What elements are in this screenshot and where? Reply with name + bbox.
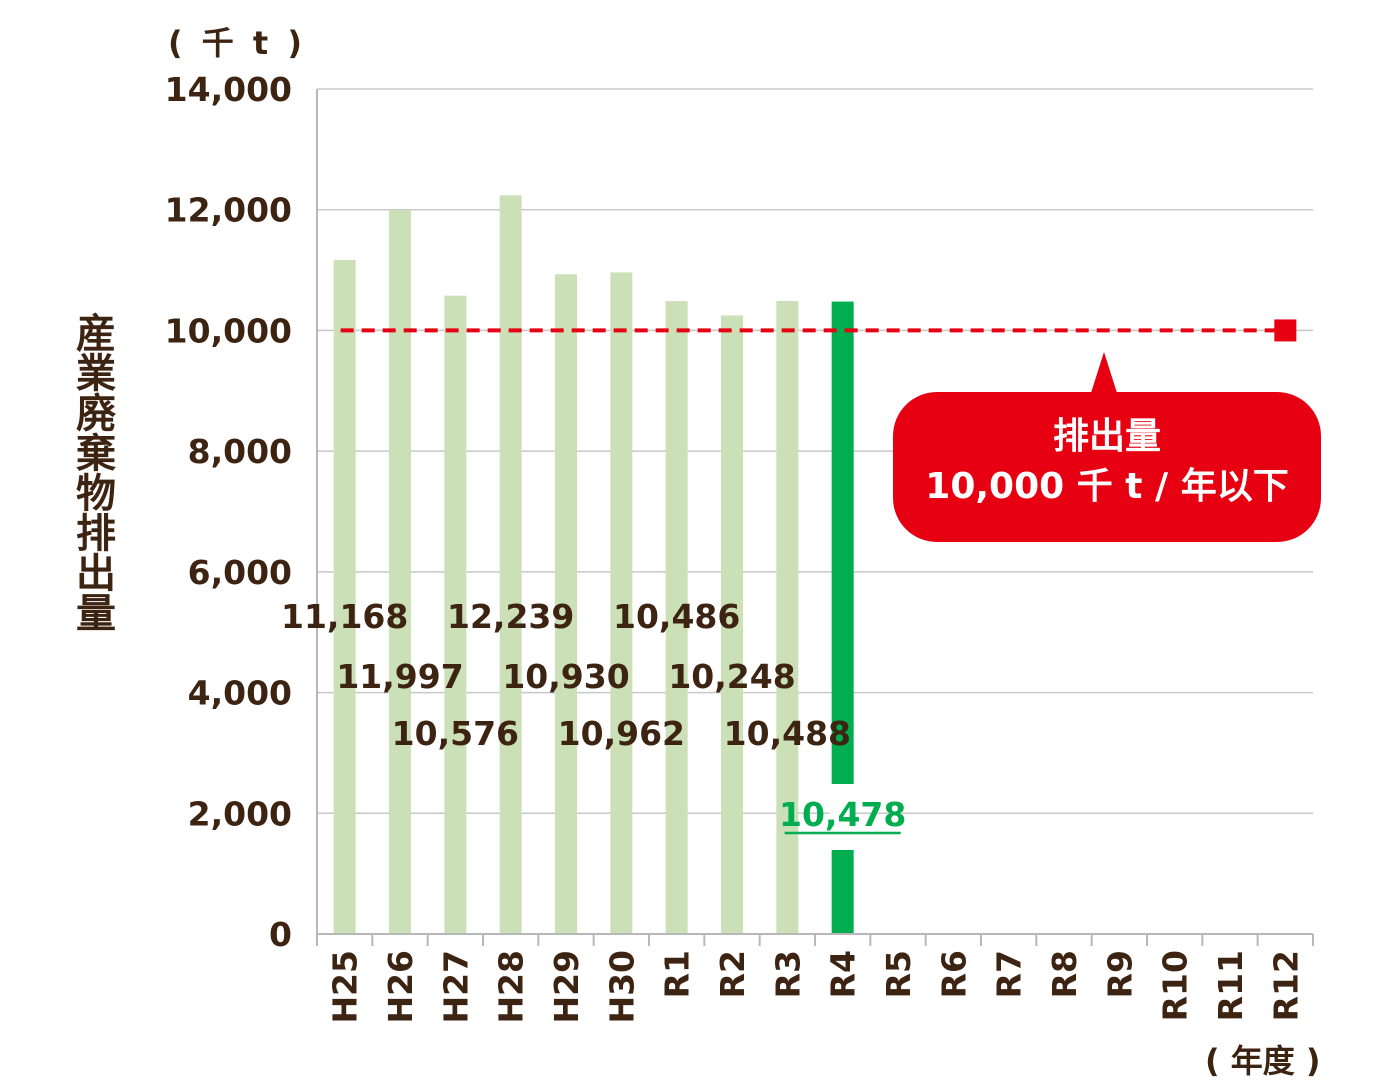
bar [444, 295, 467, 935]
target-callout: 排出量 10,000 千 t / 年以下 [893, 392, 1321, 542]
x-tick-label: R3 [768, 950, 807, 998]
x-tick-label: R12 [1266, 950, 1305, 1021]
x-unit-label: ( 年度 ) [1205, 1042, 1321, 1080]
y-tick-label: 8,000 [188, 432, 292, 471]
data-label: 10,248 [668, 657, 795, 696]
y-tick-label: 10,000 [165, 311, 292, 350]
bar [499, 195, 522, 934]
bar [389, 209, 411, 934]
x-tick-label: H26 [381, 950, 420, 1024]
x-axis [316, 89, 1314, 946]
bar [831, 301, 854, 934]
x-tick-label: R4 [824, 950, 863, 998]
data-label: 10,488 [724, 714, 851, 753]
y-tick-label: 2,000 [188, 794, 292, 833]
bar [721, 315, 743, 935]
x-tick-label: R7 [990, 950, 1029, 998]
bars [333, 195, 856, 935]
x-tick-label: R6 [934, 950, 973, 998]
bar [610, 272, 633, 934]
target-marker [1274, 319, 1297, 342]
x-tick-label: R2 [713, 950, 752, 998]
y-tick-labels: 0 2,000 4,000 6,000 8,000 10,000 12,000 14,000 [165, 70, 292, 954]
data-label: 10,478 [779, 795, 906, 834]
y-tick-label: 6,000 [188, 553, 292, 592]
x-tick-label: R10 [1156, 950, 1195, 1021]
bar-label-gap [829, 784, 856, 850]
bar [665, 301, 688, 935]
x-tick-label: R5 [879, 950, 918, 998]
x-tick-label: H28 [492, 950, 531, 1024]
x-tick-label: R1 [658, 950, 697, 998]
y-tick-label: 14,000 [165, 70, 292, 109]
y-axis-label: 産業廃棄物排出量 [69, 312, 115, 632]
x-tick-label: R11 [1211, 950, 1250, 1021]
bar [333, 259, 356, 935]
y-unit-label: ( 千 t ) [168, 24, 306, 62]
bar [776, 300, 799, 935]
y-tick-label: 0 [269, 915, 292, 954]
x-tick-label: H27 [436, 950, 475, 1024]
value-labels: 11,168 11,997 10,576 12,239 10,930 10,962 10,4… [281, 597, 906, 835]
target-callout-line1: 排出量 [1052, 416, 1161, 457]
data-label: 10,930 [502, 657, 629, 696]
data-label: 11,168 [281, 597, 408, 636]
data-label: 10,576 [392, 714, 519, 753]
target-line-group [340, 319, 1297, 342]
bar [555, 274, 577, 935]
x-tick-label: H25 [326, 950, 365, 1024]
target-callout-pointer [1090, 352, 1118, 396]
x-tick-label: R8 [1045, 950, 1084, 998]
x-tick-label: R9 [1100, 950, 1139, 998]
target-callout-line2: 10,000 千 t / 年以下 [925, 466, 1289, 507]
data-label: 11,997 [336, 657, 463, 696]
y-tick-label: 12,000 [165, 191, 292, 230]
x-tick-label: H30 [602, 950, 641, 1024]
data-label: 12,239 [447, 597, 574, 636]
x-tick-labels: H25 H26 H27 H28 H29 H30 R1 R2 R3 R4 R5 R6 R7 R8 R9 R10 R… [326, 950, 1306, 1024]
y-tick-label: 4,000 [188, 674, 292, 713]
data-label: 10,486 [613, 597, 740, 636]
x-tick-label: H29 [547, 950, 586, 1024]
data-label: 10,962 [558, 714, 685, 753]
